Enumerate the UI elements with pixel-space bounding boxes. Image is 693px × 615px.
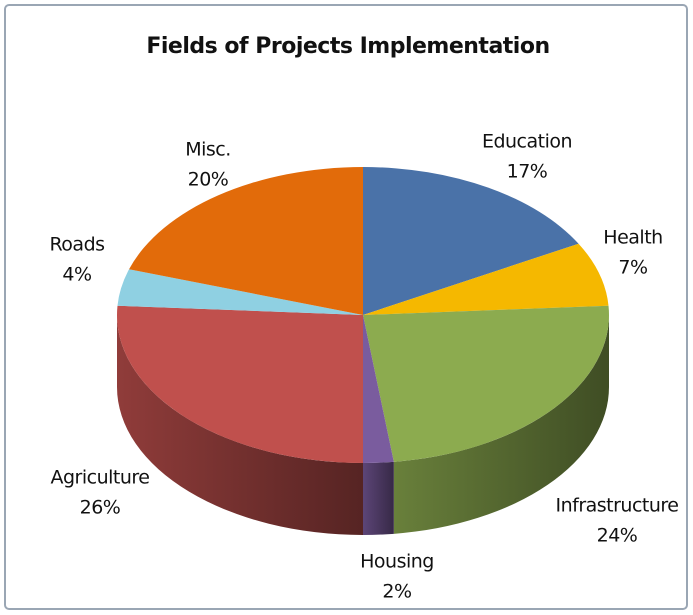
chart-title: Fields of Projects Implementation	[146, 34, 549, 59]
value-label: 2%	[382, 581, 411, 603]
value-label: 24%	[597, 525, 638, 547]
category-label: Misc.	[185, 139, 231, 161]
value-label: 7%	[618, 257, 647, 279]
category-label: Housing	[360, 551, 434, 573]
slice	[129, 167, 363, 315]
slice	[116, 305, 363, 463]
category-label: Roads	[49, 234, 104, 256]
value-label: 20%	[188, 169, 229, 191]
category-label: Health	[603, 227, 662, 249]
slice	[363, 167, 579, 315]
category-label: Education	[482, 131, 572, 153]
category-label: Infrastructure	[555, 495, 678, 517]
category-label: Agriculture	[51, 467, 150, 489]
slice	[363, 243, 609, 315]
slice-side	[117, 315, 363, 535]
slice-side	[393, 315, 609, 534]
slice	[117, 269, 363, 315]
value-label: 4%	[62, 264, 91, 286]
value-label: 17%	[507, 161, 548, 183]
slice	[363, 315, 394, 463]
slice	[363, 305, 609, 462]
value-label: 26%	[80, 497, 121, 519]
slice-side	[363, 461, 394, 535]
labels: Education 17% Health 7% Infrastructure 24% Hou…	[49, 131, 679, 603]
pie	[116, 167, 609, 535]
